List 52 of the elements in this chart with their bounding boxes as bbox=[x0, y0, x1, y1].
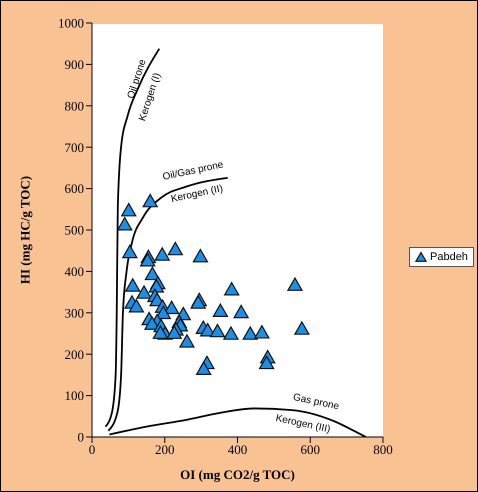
x-tick-label: 200 bbox=[155, 442, 174, 458]
y-tick-label: 1000 bbox=[58, 16, 84, 31]
point bbox=[164, 300, 180, 314]
point bbox=[136, 285, 152, 299]
y-tick-label: 600 bbox=[64, 181, 84, 196]
y-tick-label: 700 bbox=[64, 140, 84, 155]
point bbox=[190, 295, 206, 309]
point bbox=[125, 278, 140, 292]
point bbox=[294, 321, 310, 335]
point bbox=[154, 247, 170, 261]
annotation: Kerogen (II) bbox=[170, 183, 224, 206]
point bbox=[234, 304, 249, 318]
point bbox=[242, 326, 258, 340]
x-tick-label: 800 bbox=[373, 442, 393, 458]
y-tick-label: 300 bbox=[64, 305, 84, 320]
legend-label: Pabdeh bbox=[430, 251, 468, 263]
annotation: Oil/Gas prone bbox=[162, 159, 225, 183]
x-tick-label: 400 bbox=[228, 442, 248, 458]
point bbox=[179, 334, 195, 348]
y-tick-label: 500 bbox=[64, 222, 84, 238]
annotation: Gas prone bbox=[292, 392, 340, 412]
point bbox=[196, 362, 212, 375]
y-tick-label: 800 bbox=[64, 98, 84, 114]
y-tick-label: 400 bbox=[64, 264, 84, 280]
y-tick-label: 0 bbox=[78, 430, 84, 445]
point bbox=[210, 324, 226, 338]
y-tick-label: 100 bbox=[64, 388, 84, 404]
x-tick-label: 0 bbox=[88, 442, 96, 458]
point bbox=[140, 253, 156, 266]
point bbox=[117, 217, 132, 230]
point bbox=[156, 306, 171, 320]
point bbox=[259, 356, 274, 370]
point bbox=[192, 248, 208, 262]
annotation: Kerogen (III) bbox=[274, 412, 332, 436]
point bbox=[223, 326, 239, 340]
point bbox=[168, 242, 183, 256]
point bbox=[224, 282, 240, 296]
point bbox=[122, 244, 138, 258]
y-tick-label: 200 bbox=[64, 346, 84, 362]
point bbox=[142, 194, 158, 208]
y-axis-title: HI (mg HC/g TOC) bbox=[18, 176, 33, 284]
point bbox=[152, 325, 168, 339]
x-tick-label: 600 bbox=[300, 442, 320, 458]
point bbox=[166, 325, 182, 339]
line-series bbox=[104, 48, 160, 428]
x-axis-title: OI (mg CO2/g TOC) bbox=[180, 467, 295, 482]
point bbox=[121, 202, 136, 216]
y-tick-label: 900 bbox=[64, 57, 84, 72]
point bbox=[287, 277, 303, 291]
point bbox=[254, 325, 270, 339]
point bbox=[212, 304, 228, 317]
point bbox=[128, 298, 144, 312]
